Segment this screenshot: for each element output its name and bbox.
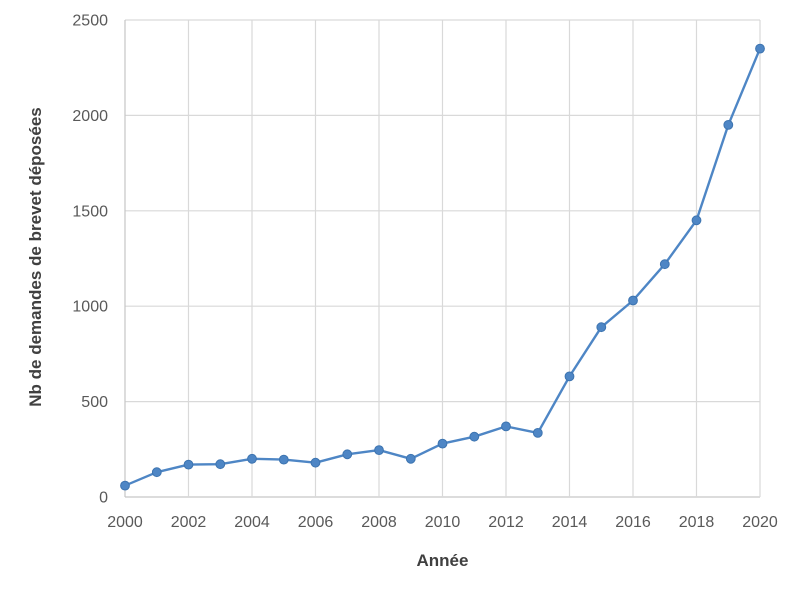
x-tick-label: 2014 [552,514,588,531]
x-tick-label: 2004 [234,514,270,531]
data-point-marker [691,215,702,226]
y-tick-label: 0 [99,490,108,507]
data-point-marker [278,454,289,465]
data-point-marker [342,449,353,460]
x-tick-label: 2016 [615,514,651,531]
x-tick-label: 2010 [425,514,461,531]
y-axis-title: Nb de demandes de brevet déposées [26,107,45,407]
data-point-marker [183,459,194,470]
data-point-marker [405,453,416,464]
data-point-marker [215,459,226,470]
data-point-marker [628,295,638,306]
x-tick-label: 2002 [171,514,207,531]
data-point-marker [501,421,511,432]
data-point-marker [755,43,765,54]
y-tick-label: 1500 [72,203,108,220]
data-point-marker [374,445,384,456]
data-point-marker [437,438,448,449]
x-tick-label: 2018 [679,514,715,531]
data-point-marker [120,480,130,491]
data-point-marker [596,322,607,333]
x-axis-title: Année [416,551,469,570]
x-tick-label: 2020 [742,514,778,531]
data-point-marker [723,120,734,130]
data-point-marker [151,467,162,478]
y-tick-label: 500 [81,394,108,411]
data-point-marker [247,453,257,464]
x-tick-label: 2012 [488,514,524,531]
data-point-marker [310,457,321,468]
data-point-marker [564,371,575,382]
data-point-marker [532,428,543,438]
data-point-marker [659,259,670,270]
x-tick-label: 2008 [361,514,397,531]
y-tick-label: 1000 [72,299,108,316]
y-tick-label: 2500 [72,13,108,30]
x-tick-label: 2000 [107,514,143,531]
x-tick-label: 2006 [298,514,334,531]
data-point-marker [469,431,480,442]
y-tick-label: 2000 [72,108,108,125]
